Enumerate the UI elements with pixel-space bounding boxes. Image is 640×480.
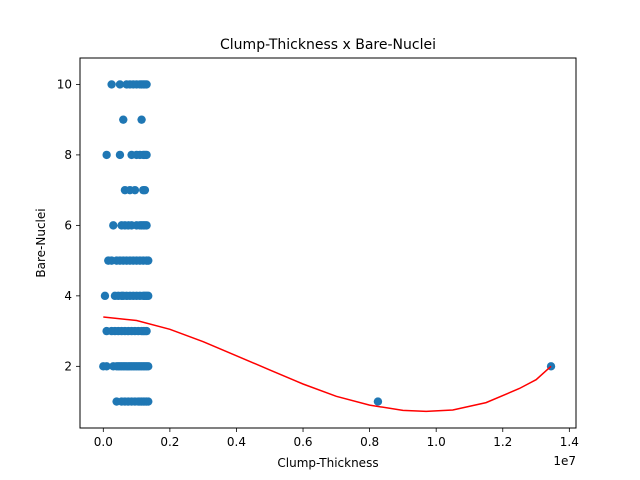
data-point-113 [144,397,153,406]
data-point-50 [100,291,110,301]
data-point-23 [130,185,140,195]
data-point-26 [109,221,118,230]
data-point-12 [137,115,146,124]
data-point-77 [142,326,151,336]
data-point-25 [140,185,150,195]
x-tick-label: 0.2 [160,435,179,449]
y-tick-label: 6 [64,218,72,232]
data-point-13 [102,150,111,160]
data-point-14 [115,150,125,160]
x-tick-label: 1.2 [493,435,512,449]
x-axis-label: Clump-Thickness [277,456,378,470]
data-point-63 [144,291,153,301]
data-point-79 [102,362,111,371]
x-tick-label: 0.0 [94,435,113,449]
x-tick-label: 1.4 [560,435,579,449]
data-point-49 [144,256,153,265]
chart-marks [99,80,556,413]
x-tick-label: 0.8 [360,435,379,449]
y-axis-label: Bare-Nuclei [34,208,48,277]
data-point-0 [107,80,116,89]
data-point-10 [142,80,151,89]
x-tick-label: 1.0 [427,435,446,449]
fit-curve [103,316,552,413]
chart-title: Clump-Thickness x Bare-Nuclei [220,37,436,53]
x-axis-offset-label: 1e7 [553,454,576,468]
data-point-20 [142,150,151,160]
plot-area [80,58,576,428]
x-tick-label: 0.4 [227,435,246,449]
data-point-36 [142,221,151,230]
plot-frame [79,57,577,429]
y-tick-label: 10 [57,77,72,91]
data-point-100 [144,362,153,371]
y-tick-label: 8 [64,148,72,162]
data-point-114 [373,397,383,406]
y-tick-label: 4 [64,289,72,303]
data-point-11 [119,115,128,124]
x-axis-ticks: 0.0 0.2 0.4 0.6 0.8 1.0 1.2 1.4 [94,428,579,449]
x-tick-label: 0.6 [293,435,312,449]
data-point-1 [115,80,125,89]
y-axis-ticks: 2 4 6 8 10 [57,77,80,373]
y-tick-label: 2 [64,359,72,373]
